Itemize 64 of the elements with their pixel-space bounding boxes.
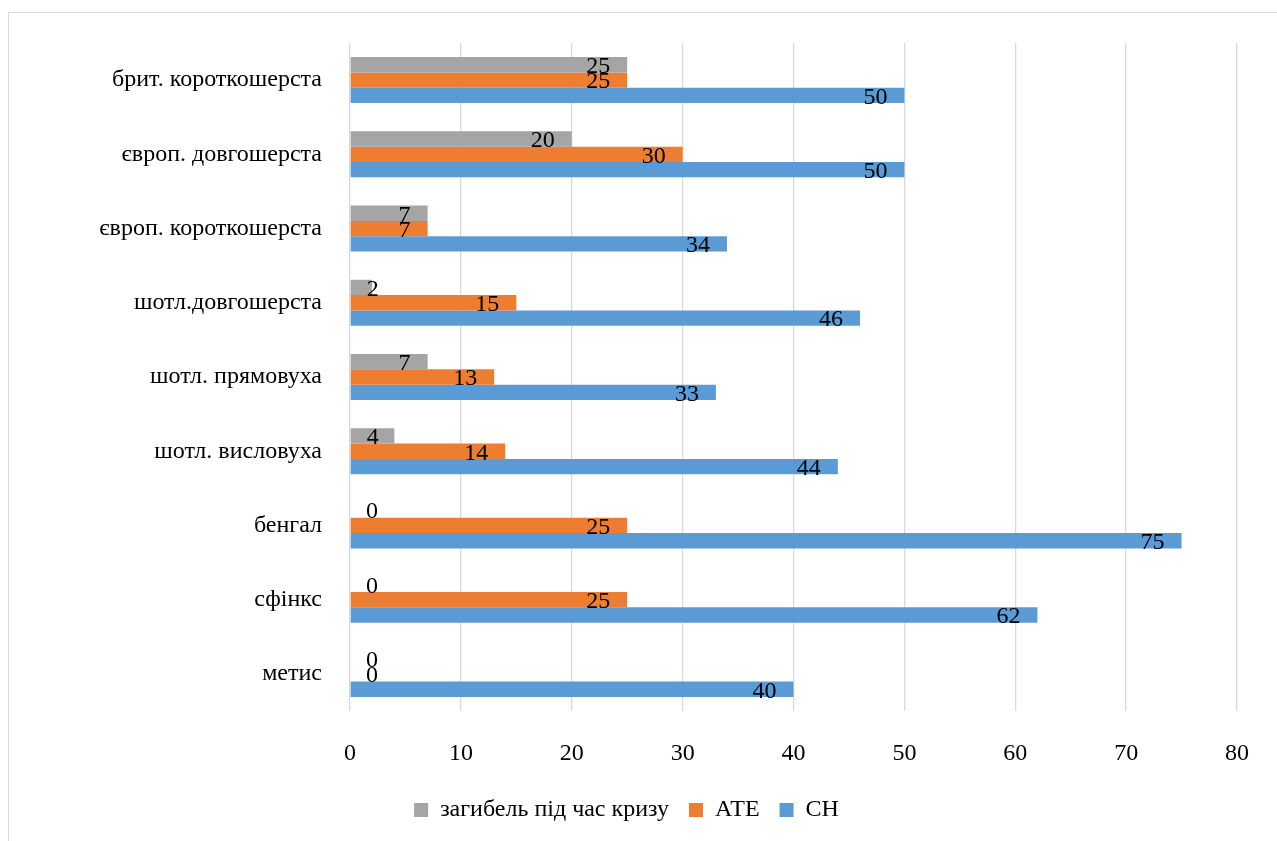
legend-label: загибель під час кризу xyxy=(440,795,669,822)
bar xyxy=(350,369,495,385)
data-label: 50 xyxy=(863,156,888,183)
bar xyxy=(350,310,861,326)
bar xyxy=(350,87,905,104)
bar xyxy=(350,458,838,475)
y-tick-label: європ. довгошерста xyxy=(121,139,323,166)
bar xyxy=(350,236,727,252)
data-label: 7 xyxy=(398,348,411,375)
data-label: 2 xyxy=(366,274,379,301)
bar xyxy=(350,295,517,311)
data-label: 75 xyxy=(1140,528,1165,555)
bar xyxy=(350,428,395,444)
data-label: 50 xyxy=(863,82,888,109)
x-tick-label: 20 xyxy=(559,738,584,765)
data-label: 4 xyxy=(366,423,379,450)
x-tick-label: 40 xyxy=(781,738,806,765)
x-tick-label: 60 xyxy=(1003,738,1028,765)
data-label: 25 xyxy=(586,586,611,613)
y-tick-label: брит. короткошерста xyxy=(111,65,323,92)
data-label: 13 xyxy=(453,364,478,391)
bar xyxy=(350,443,506,459)
data-label: 44 xyxy=(796,453,821,480)
data-label: 20 xyxy=(530,126,555,153)
legend-label: СН xyxy=(805,795,839,822)
y-tick-label: шотл. висловуха xyxy=(154,436,323,463)
bar xyxy=(350,517,628,534)
y-tick-label: бенгал xyxy=(253,510,323,537)
bar xyxy=(350,681,794,697)
data-label: 40 xyxy=(752,676,777,703)
data-label: 30 xyxy=(641,141,666,168)
bar xyxy=(350,72,628,88)
data-label: 34 xyxy=(685,231,710,258)
bar xyxy=(350,533,1182,549)
x-tick-label: 80 xyxy=(1225,738,1249,765)
x-tick-label: 50 xyxy=(892,738,917,765)
legend-label: АТЕ xyxy=(714,795,760,822)
x-tick-label: 10 xyxy=(448,738,473,765)
x-tick-label: 30 xyxy=(670,738,695,765)
bar xyxy=(350,220,428,237)
data-label: 0 xyxy=(366,571,378,598)
bar xyxy=(350,146,683,162)
bar xyxy=(350,162,905,178)
bar xyxy=(350,57,628,73)
bar xyxy=(350,592,628,608)
data-label: 62 xyxy=(996,602,1021,629)
y-tick-label: шотл.довгошерста xyxy=(133,288,323,315)
data-label: 15 xyxy=(475,290,500,317)
data-label: 25 xyxy=(586,512,611,539)
data-label: 14 xyxy=(464,438,489,465)
data-label: 46 xyxy=(819,305,844,332)
bar xyxy=(350,205,428,221)
y-tick-label: європ. короткошерста xyxy=(99,213,323,240)
x-tick-label: 0 xyxy=(344,738,356,765)
bar xyxy=(350,353,428,370)
bar xyxy=(350,384,716,401)
data-label: 33 xyxy=(674,379,699,406)
y-tick-label: метис xyxy=(262,659,322,686)
y-tick-label: шотл. прямовуха xyxy=(150,362,323,389)
bar xyxy=(350,131,572,147)
y-tick-label: сфінкс xyxy=(254,584,322,611)
data-label: 0 xyxy=(366,497,378,524)
bar xyxy=(350,607,1038,623)
x-tick-label: 70 xyxy=(1114,738,1139,765)
